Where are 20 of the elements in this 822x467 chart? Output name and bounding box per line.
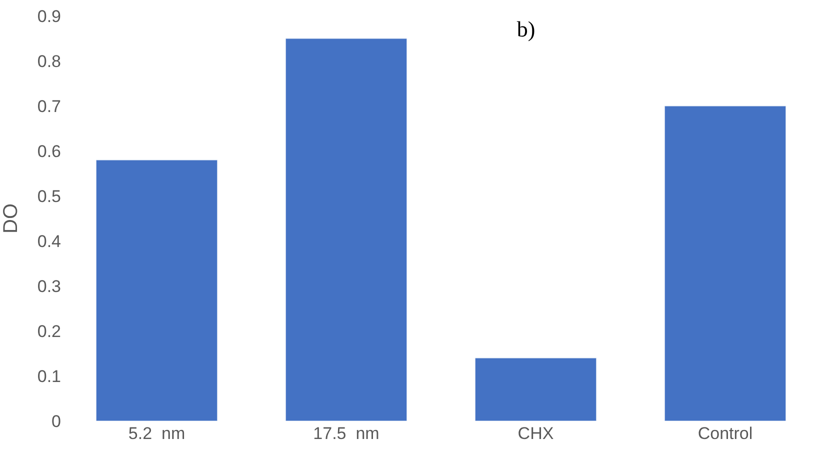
x-tick-label: 17.5 nm <box>313 424 380 443</box>
bar <box>474 358 597 421</box>
y-tick-label: 0 <box>52 412 61 431</box>
x-tick-label: 5.2 nm <box>128 424 186 443</box>
y-tick-label: 0.9 <box>37 6 61 26</box>
x-tick-label: Control <box>698 424 753 443</box>
y-tick-label: 0.6 <box>37 142 61 161</box>
bar <box>96 160 218 421</box>
y-axis-title: DO <box>0 204 22 234</box>
y-tick-label: 0.4 <box>37 232 61 251</box>
y-tick-label: 0.8 <box>37 52 61 71</box>
bar <box>285 38 408 421</box>
y-tick-label: 0.5 <box>37 186 61 206</box>
y-tick-label: 0.2 <box>37 322 61 341</box>
y-tick-label: 0.1 <box>37 366 61 386</box>
y-tick-label: 0.3 <box>37 276 61 296</box>
x-tick-label: CHX <box>518 424 554 443</box>
y-tick-label: 0.7 <box>37 96 61 116</box>
bar <box>664 106 786 421</box>
chart-title: b) <box>516 16 536 42</box>
